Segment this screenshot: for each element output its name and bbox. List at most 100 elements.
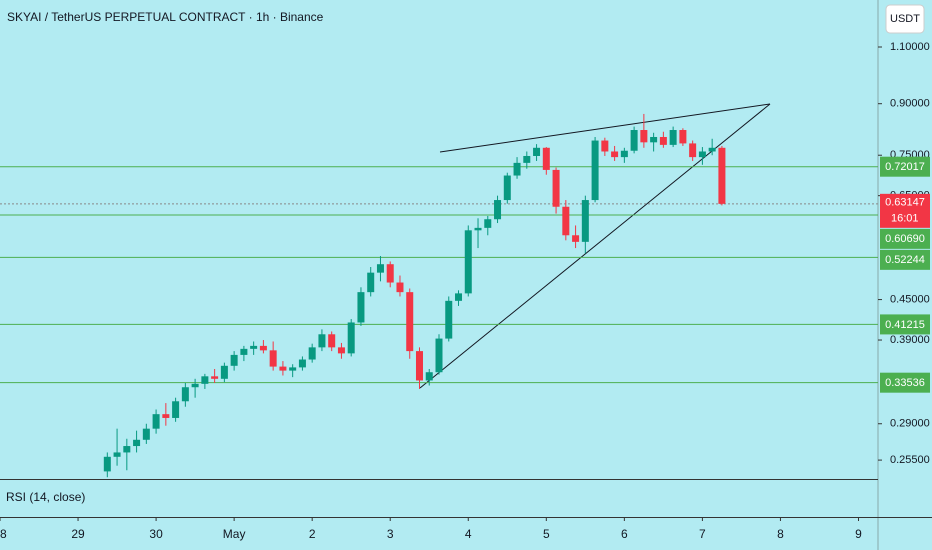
indicator-label: RSI (14, close) — [6, 490, 85, 504]
candle-body — [279, 366, 287, 371]
candle-body — [240, 348, 248, 355]
candle-body — [230, 354, 238, 366]
x-tick-label: 4 — [465, 527, 472, 541]
x-tick-label: May — [223, 527, 246, 541]
candle-body — [523, 155, 531, 163]
level-label-box — [880, 228, 930, 249]
candle-body — [211, 376, 219, 379]
level-label-box — [880, 372, 930, 393]
candle-body — [718, 147, 726, 204]
candle-body — [191, 383, 199, 388]
candle-body — [435, 338, 443, 373]
level-label-box — [880, 314, 930, 335]
candle-body — [337, 347, 345, 354]
level-label-box — [880, 156, 930, 177]
candle-body — [494, 200, 502, 220]
candle-body — [708, 147, 716, 152]
candle-body — [289, 367, 297, 371]
candle-body — [698, 151, 706, 158]
candle-body — [347, 322, 355, 354]
x-tick-label: 28 — [0, 527, 7, 541]
candle-body — [640, 130, 648, 143]
last-price-label: 0.63147 — [885, 197, 925, 209]
candle-body — [669, 130, 677, 145]
level-label: 0.33536 — [885, 377, 925, 389]
candle-body — [181, 387, 189, 402]
chart-title: SKYAI / TetherUS PERPETUAL CONTRACT · 1h… — [7, 10, 324, 24]
candle-body — [367, 272, 375, 293]
x-tick-label: 2 — [309, 527, 316, 541]
candle-body — [201, 376, 209, 384]
y-tick-label: 1.10000 — [890, 41, 930, 53]
candle-body — [659, 136, 667, 145]
last-price-box — [880, 193, 930, 228]
level-label-box — [880, 249, 930, 270]
x-tick-label: 3 — [387, 527, 394, 541]
candle-body — [533, 147, 541, 156]
candle-body — [250, 345, 258, 349]
candle-body — [445, 300, 453, 339]
candle-body — [630, 130, 638, 151]
x-tick-label: 7 — [699, 527, 706, 541]
candle-body — [542, 147, 550, 170]
x-tick-label: 8 — [777, 527, 784, 541]
candle-body — [611, 151, 619, 158]
candle-body — [552, 169, 560, 207]
candle-body — [133, 439, 141, 447]
y-tick-label: 0.45000 — [890, 293, 930, 305]
candle-body — [396, 282, 404, 293]
candle-body — [689, 143, 697, 158]
candle-body — [425, 372, 433, 381]
candle-body — [328, 334, 336, 348]
x-tick-label: 5 — [543, 527, 550, 541]
candle-body — [406, 292, 414, 352]
candle-body — [650, 136, 658, 143]
candle-body — [103, 456, 111, 472]
candle-body — [503, 175, 511, 201]
x-tick-label: 29 — [71, 527, 85, 541]
candle-body — [162, 414, 170, 418]
candle-body — [152, 414, 160, 429]
candle-body — [679, 130, 687, 144]
candle-body — [318, 334, 326, 348]
candle-body — [142, 428, 150, 440]
x-tick-label: 6 — [621, 527, 628, 541]
level-label: 0.72017 — [885, 161, 925, 173]
candle-body — [513, 162, 521, 176]
candle-body — [123, 446, 131, 453]
candle-body — [298, 359, 306, 368]
candle-body — [572, 235, 580, 242]
candle-body — [591, 140, 599, 201]
currency-button[interactable] — [885, 4, 925, 34]
countdown-label: 16:01 — [891, 213, 919, 225]
candle-body — [357, 292, 365, 323]
candle-body — [562, 206, 570, 236]
candle-body — [308, 347, 316, 360]
candle-body — [386, 264, 394, 283]
candle-body — [601, 140, 609, 152]
candle-body — [464, 230, 472, 294]
candle-body — [581, 200, 589, 242]
candle-body — [269, 350, 277, 367]
candle-body — [620, 150, 628, 158]
candle-body — [220, 365, 228, 379]
x-tick-label: 30 — [149, 527, 163, 541]
level-label: 0.41215 — [885, 319, 925, 331]
y-tick-label: 0.25500 — [890, 454, 930, 466]
x-tick-label: 9 — [855, 527, 862, 541]
candle-body — [415, 351, 423, 381]
y-tick-label: 0.90000 — [890, 98, 930, 110]
candle-body — [474, 227, 482, 231]
candle-body — [172, 401, 180, 418]
y-tick-label: 0.39000 — [890, 334, 930, 346]
candle-body — [259, 345, 267, 351]
candle-body — [484, 219, 492, 228]
candle-body — [376, 264, 384, 273]
y-tick-label: 0.29000 — [890, 418, 930, 430]
level-label: 0.60690 — [885, 233, 925, 245]
candle-body — [455, 293, 463, 301]
level-label: 0.52244 — [885, 254, 925, 266]
currency-label[interactable]: USDT — [890, 13, 920, 25]
